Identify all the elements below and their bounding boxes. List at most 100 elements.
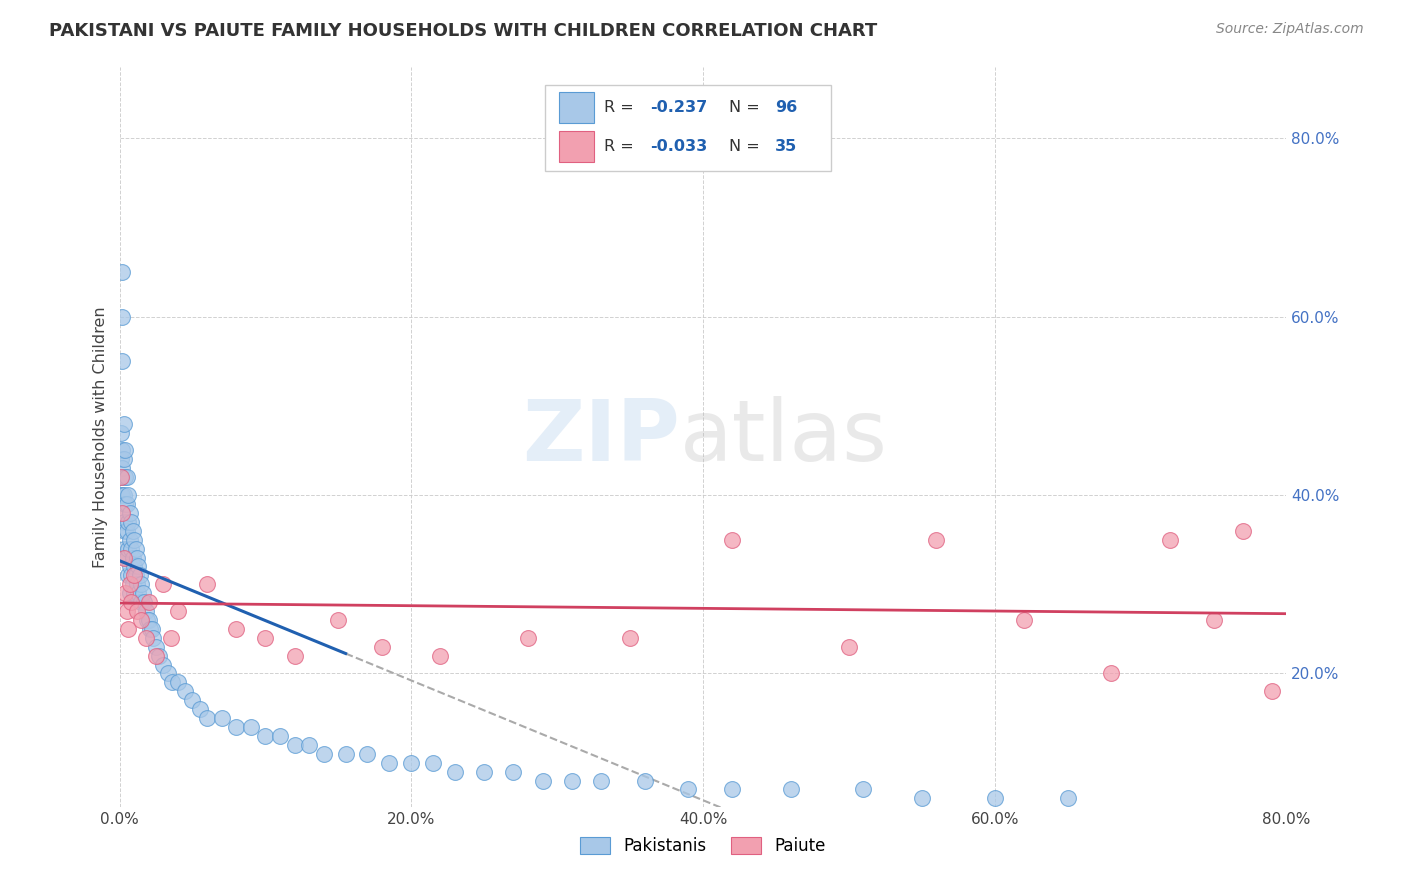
Point bbox=[112, 452, 135, 467]
Point bbox=[135, 604, 157, 618]
Point bbox=[112, 550, 135, 565]
Point bbox=[195, 577, 218, 591]
Point bbox=[115, 470, 138, 484]
Point bbox=[181, 693, 204, 707]
Point bbox=[269, 729, 291, 743]
Point bbox=[112, 417, 135, 431]
Point bbox=[135, 631, 157, 645]
Point bbox=[114, 524, 136, 538]
Point bbox=[1261, 684, 1284, 698]
Point bbox=[925, 533, 948, 547]
Point bbox=[134, 595, 156, 609]
Point bbox=[225, 622, 247, 636]
Point bbox=[131, 577, 153, 591]
Point bbox=[124, 541, 146, 556]
Point bbox=[111, 443, 134, 458]
Bar bbox=[560, 92, 595, 123]
Point bbox=[517, 631, 540, 645]
Point bbox=[174, 684, 197, 698]
Point bbox=[283, 648, 307, 663]
Point bbox=[111, 310, 134, 324]
Point bbox=[328, 613, 350, 627]
Legend: Pakistanis, Paiute: Pakistanis, Paiute bbox=[574, 830, 832, 862]
Point bbox=[117, 488, 139, 502]
Point bbox=[121, 524, 143, 538]
Point bbox=[211, 711, 233, 725]
Point bbox=[111, 354, 134, 368]
Point bbox=[152, 657, 174, 672]
Text: ZIP: ZIP bbox=[522, 395, 679, 479]
Text: R =: R = bbox=[603, 100, 638, 115]
Point bbox=[114, 586, 136, 600]
Point bbox=[118, 559, 141, 574]
Point bbox=[120, 595, 142, 609]
Point bbox=[283, 738, 307, 752]
Point bbox=[312, 747, 335, 761]
Point bbox=[118, 533, 141, 547]
Point bbox=[131, 595, 153, 609]
Text: atlas: atlas bbox=[679, 395, 887, 479]
Point bbox=[110, 425, 132, 440]
Text: 35: 35 bbox=[775, 138, 797, 153]
Point bbox=[111, 488, 134, 502]
Point bbox=[378, 756, 401, 770]
Point bbox=[117, 541, 139, 556]
Point bbox=[444, 764, 467, 779]
Point bbox=[114, 443, 136, 458]
Point bbox=[1159, 533, 1181, 547]
Point bbox=[127, 559, 149, 574]
Text: -0.237: -0.237 bbox=[651, 100, 707, 115]
Point bbox=[120, 515, 142, 529]
Point bbox=[120, 541, 142, 556]
Point bbox=[125, 604, 148, 618]
Point bbox=[138, 595, 160, 609]
Point bbox=[125, 577, 148, 591]
Point bbox=[401, 756, 423, 770]
Point bbox=[122, 568, 145, 582]
Point bbox=[838, 640, 860, 654]
Point bbox=[1099, 666, 1122, 681]
Point bbox=[129, 568, 152, 582]
Point bbox=[356, 747, 378, 761]
Point bbox=[132, 586, 155, 600]
Text: R =: R = bbox=[603, 138, 638, 153]
Point bbox=[1202, 613, 1225, 627]
Point bbox=[633, 773, 655, 788]
Point bbox=[112, 515, 135, 529]
Point bbox=[160, 675, 183, 690]
Point bbox=[117, 568, 139, 582]
Point bbox=[779, 782, 801, 797]
Point bbox=[117, 622, 139, 636]
Point bbox=[852, 782, 875, 797]
Text: -0.033: -0.033 bbox=[651, 138, 707, 153]
Point bbox=[114, 497, 136, 511]
Point bbox=[141, 622, 163, 636]
Point bbox=[502, 764, 524, 779]
Point bbox=[110, 452, 132, 467]
Point bbox=[136, 613, 159, 627]
Point bbox=[371, 640, 394, 654]
Point bbox=[124, 568, 146, 582]
Point bbox=[152, 577, 174, 591]
Text: 96: 96 bbox=[775, 100, 797, 115]
Point bbox=[131, 613, 153, 627]
Point bbox=[721, 782, 744, 797]
Point bbox=[678, 782, 700, 797]
Point bbox=[472, 764, 495, 779]
Point bbox=[138, 613, 160, 627]
Point bbox=[145, 648, 167, 663]
Point bbox=[1056, 791, 1078, 805]
Point bbox=[239, 720, 262, 734]
Point bbox=[115, 524, 138, 538]
Y-axis label: Family Households with Children: Family Households with Children bbox=[93, 306, 108, 568]
Point bbox=[139, 622, 162, 636]
Point bbox=[114, 470, 136, 484]
Text: Source: ZipAtlas.com: Source: ZipAtlas.com bbox=[1216, 22, 1364, 37]
Point bbox=[112, 488, 135, 502]
Point bbox=[195, 711, 218, 725]
Point bbox=[225, 720, 247, 734]
Point bbox=[115, 497, 138, 511]
Point bbox=[335, 747, 357, 761]
Point bbox=[127, 586, 149, 600]
Point bbox=[118, 506, 141, 520]
